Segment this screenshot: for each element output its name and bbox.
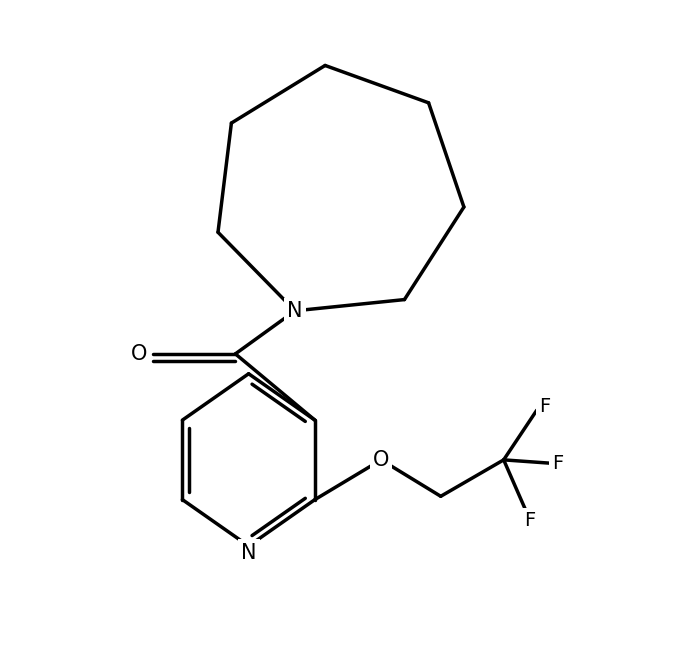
Text: F: F: [539, 397, 551, 416]
Text: O: O: [131, 344, 148, 364]
Text: F: F: [553, 454, 564, 473]
Text: N: N: [241, 542, 256, 562]
Text: F: F: [525, 511, 536, 530]
Text: N: N: [287, 301, 303, 321]
Text: O: O: [373, 450, 389, 470]
Text: N: N: [287, 301, 303, 321]
Text: O: O: [131, 344, 148, 364]
